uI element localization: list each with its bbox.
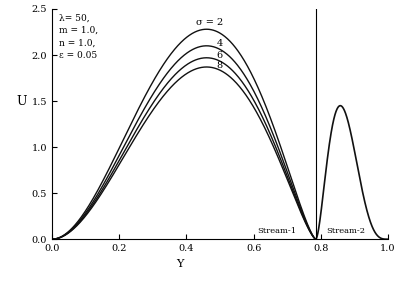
Text: 6: 6 (217, 51, 223, 60)
Text: λ= 50,
m = 1.0,
n = 1.0,
ε = 0.05: λ= 50, m = 1.0, n = 1.0, ε = 0.05 (59, 13, 98, 60)
Text: Stream-1: Stream-1 (258, 227, 297, 235)
Text: Y: Y (176, 259, 183, 269)
Text: 4: 4 (217, 39, 223, 48)
Text: σ = 2: σ = 2 (196, 18, 224, 27)
Text: Stream-2: Stream-2 (326, 227, 366, 235)
Text: U: U (16, 94, 27, 108)
Text: 8: 8 (217, 61, 223, 70)
